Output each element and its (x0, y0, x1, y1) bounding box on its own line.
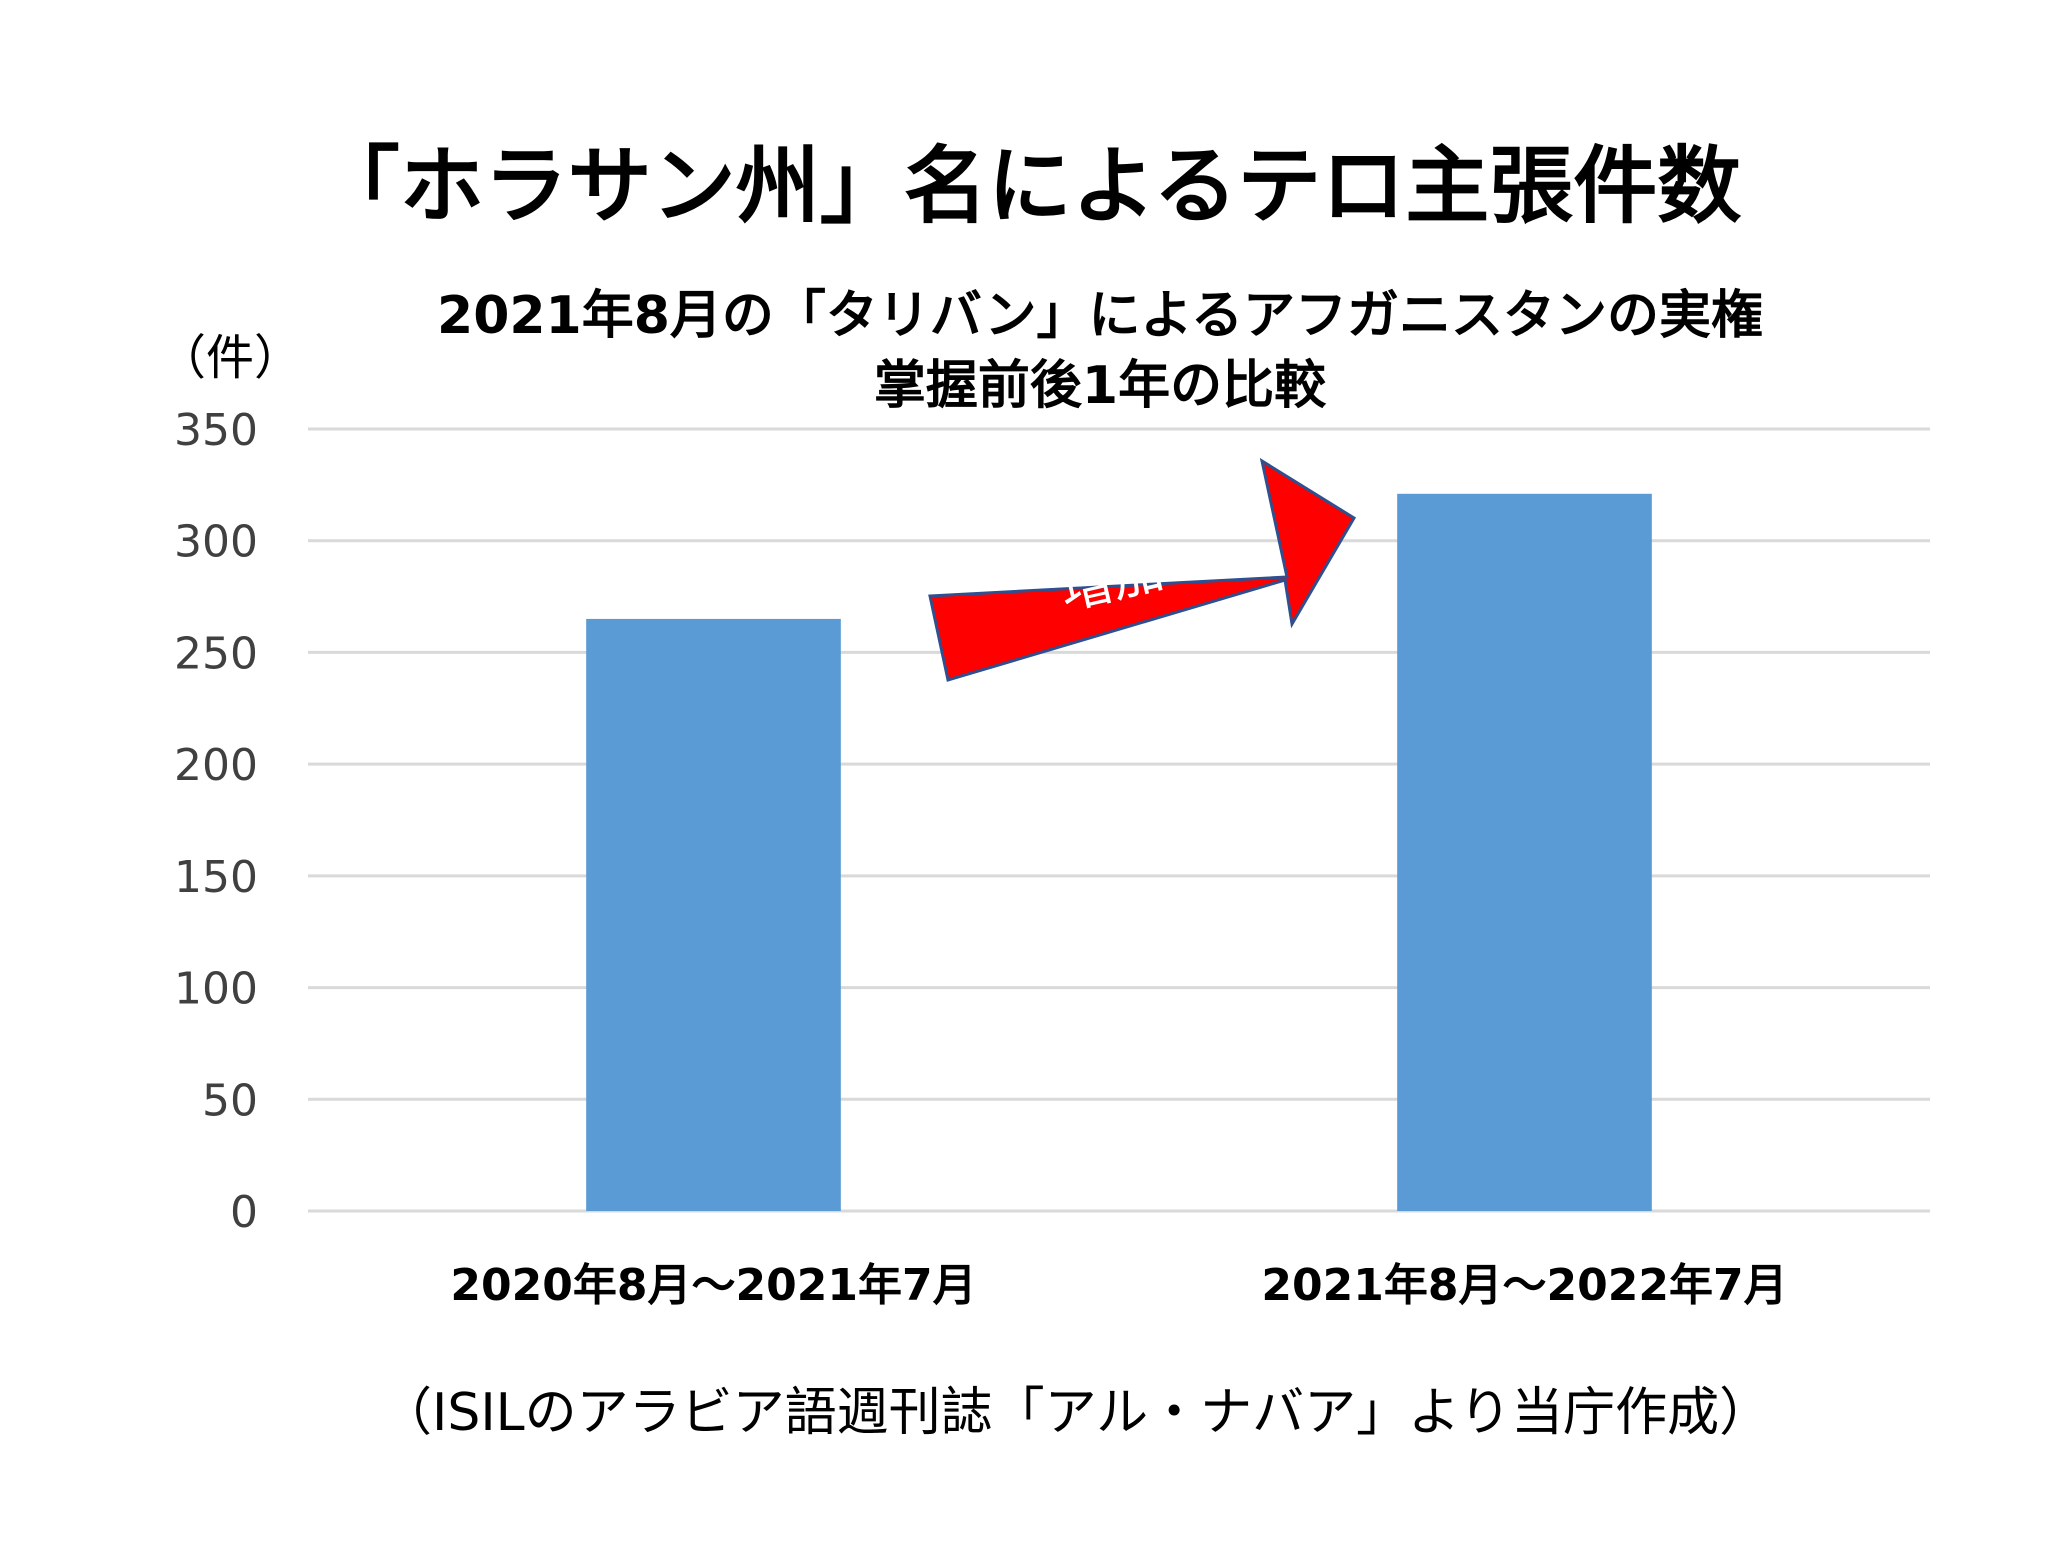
y-tick-label: 250 (174, 628, 258, 679)
chart-subtitle-line-2: 掌握前後1年の比較 (873, 356, 1327, 416)
chart-title: 「ホラサン州」名によるテロ主張件数 (315, 137, 1742, 235)
x-category-label: 2021年8月～2022年7月 (1261, 1260, 1787, 1311)
y-tick-label: 350 (174, 405, 258, 456)
y-tick-label: 300 (174, 517, 258, 568)
y-axis-unit-label: （件） (158, 330, 303, 386)
y-tick-label: 50 (202, 1075, 258, 1126)
y-tick-label: 150 (174, 852, 258, 903)
bar (586, 618, 841, 1211)
chart-subtitle-line-1: 2021年8月の「タリバン」によるアフガニスタンの実権 (437, 286, 1763, 346)
bar (1397, 493, 1652, 1211)
x-category-label: 2020年8月～2021年7月 (450, 1260, 976, 1311)
y-tick-label: 200 (174, 740, 258, 791)
source-note: （ISILのアラビア語週刊誌「アル・ナバア」より当庁作成） (380, 1383, 1772, 1443)
increase-annotation: 増加 (928, 457, 1357, 682)
y-tick-label: 100 (174, 964, 258, 1015)
increase-arrow (928, 457, 1357, 682)
gridlines (308, 427, 1930, 1213)
bars (586, 493, 1652, 1211)
x-axis-labels: 2020年8月～2021年7月 2021年8月～2022年7月 (450, 1260, 1787, 1311)
y-tick-label: 0 (230, 1187, 258, 1238)
y-axis-ticks: 0 50 100 150 200 250 300 350 (174, 405, 258, 1238)
